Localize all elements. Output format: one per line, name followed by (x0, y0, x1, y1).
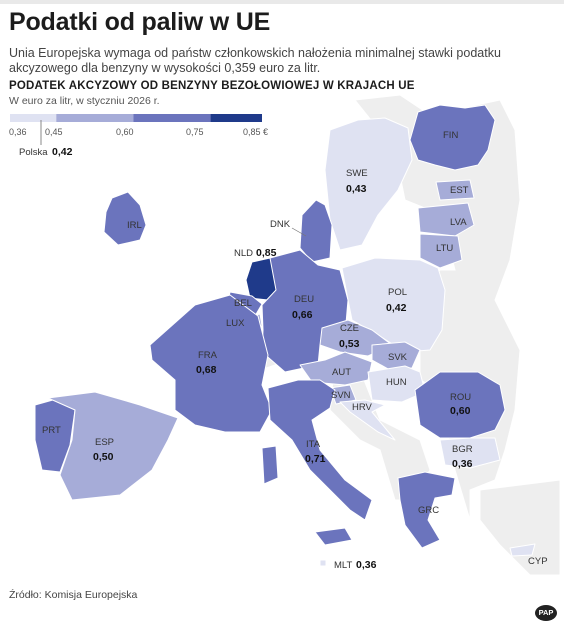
label-aut: AUT (332, 367, 351, 378)
country-swe (324, 117, 413, 251)
value-ita: 0,71 (305, 453, 326, 465)
legend-tick-2: 0,60 (116, 127, 134, 137)
legend-tick-0: 0,36 (9, 127, 27, 137)
label-prt: PRT (42, 425, 61, 436)
legend-bin-1 (56, 114, 134, 122)
label-fra: FRA (198, 350, 218, 361)
country-ita-sardinia (261, 445, 279, 485)
country-mlt (319, 559, 327, 567)
legend-tick-1: 0,45 (45, 127, 63, 137)
label-bgr: BGR (452, 444, 473, 455)
map-title: PODATEK AKCYZOWY OD BENZYNY BEZOŁOWIOWEJ… (9, 80, 415, 92)
value-fra: 0,68 (196, 364, 217, 376)
legend-bins (10, 114, 262, 122)
country-est (435, 179, 475, 201)
page-subtitle: Unia Europejska wymaga od państw członko… (9, 46, 501, 75)
label-hrv: HRV (352, 402, 373, 413)
label-deu: DEU (294, 294, 314, 305)
legend-bin-2 (133, 114, 211, 122)
country-fra (149, 294, 273, 433)
country-labels: FIN SWE 0,43 EST LVA LTU IRL DNK NLD 0,8… (42, 130, 548, 571)
label-svn: SVN (331, 390, 351, 401)
legend-bin-0 (10, 114, 57, 122)
legend-tick-3: 0,75 (186, 127, 204, 137)
country-shapes (34, 104, 536, 567)
country-ita (267, 379, 373, 521)
label-ita: ITA (306, 439, 321, 450)
legend-tick-4: 0,85 € (243, 127, 268, 137)
country-ita-sicily (314, 527, 353, 546)
pap-logo: PAP (535, 605, 557, 621)
top-rule (0, 0, 564, 4)
label-hun: HUN (386, 377, 407, 388)
source-note: Źródło: Komisja Europejska (9, 589, 138, 601)
value-rou: 0,60 (450, 405, 471, 417)
label-cyp: CYP (528, 556, 548, 567)
label-lux: LUX (226, 318, 245, 329)
label-rou: ROU (450, 392, 471, 403)
country-svn (329, 384, 357, 405)
country-dnk (299, 199, 333, 263)
country-irl (103, 191, 147, 246)
country-lva (417, 202, 475, 237)
label-grc: GRC (418, 505, 439, 516)
leader-dnk (291, 227, 307, 237)
label-cze: CZE (340, 323, 359, 334)
label-lva: LVA (450, 217, 467, 228)
country-hrv (339, 399, 396, 441)
label-bel: BEL (234, 298, 252, 309)
label-irl: IRL (127, 220, 142, 231)
legend-marker-label: Polska (19, 147, 48, 158)
country-grc (397, 471, 456, 549)
label-mlt: MLT (334, 560, 352, 571)
value-cze: 0,53 (339, 338, 360, 350)
country-bgr (439, 437, 501, 469)
value-mlt: 0,36 (356, 559, 377, 571)
country-svk (371, 341, 421, 371)
label-svk: SVK (388, 352, 408, 363)
country-cyp (509, 543, 536, 557)
label-est: EST (450, 185, 469, 196)
map-subtitle: W euro za litr, w styczniu 2026 r. (9, 95, 160, 107)
country-ltu (419, 233, 463, 269)
legend-bin-3 (210, 114, 262, 122)
label-ltu: LTU (436, 243, 453, 254)
label-nld: NLD (234, 248, 253, 259)
legend-marker-value: 0,42 (52, 146, 73, 158)
value-pol: 0,42 (386, 302, 407, 314)
value-swe: 0,43 (346, 183, 367, 195)
country-rou (414, 371, 506, 439)
value-esp: 0,50 (93, 451, 114, 463)
label-pol: POL (388, 287, 407, 298)
label-esp: ESP (95, 437, 114, 448)
page-title: Podatki od paliw w UE (9, 8, 271, 36)
label-dnk: DNK (270, 219, 291, 230)
value-nld: 0,85 (256, 247, 277, 259)
label-fin: FIN (443, 130, 458, 141)
value-deu: 0,66 (292, 309, 313, 321)
legend-tick-labels: 0,36 0,45 0,60 0,75 0,85 € (9, 127, 268, 137)
country-fin (409, 104, 496, 171)
label-swe: SWE (346, 168, 368, 179)
country-esp (47, 391, 179, 501)
value-bgr: 0,36 (452, 458, 473, 470)
legend: 0,36 0,45 0,60 0,75 0,85 € Polska 0,42 (9, 114, 268, 158)
